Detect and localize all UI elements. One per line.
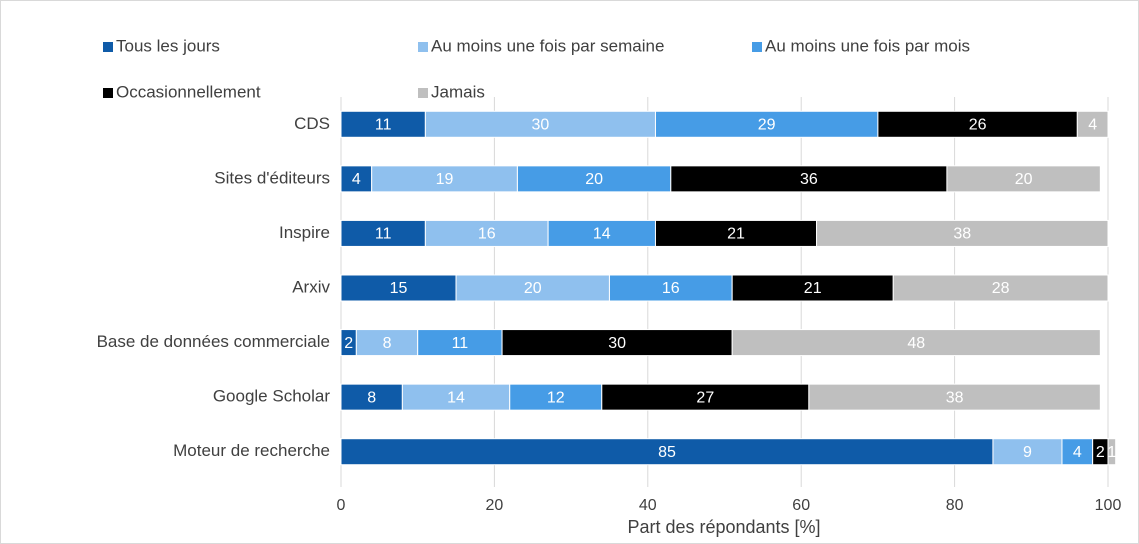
data-label: 15 [390, 280, 408, 297]
data-label: 21 [727, 226, 745, 243]
y-tick-label: Google Scholar [213, 387, 331, 406]
data-label: 27 [696, 389, 714, 406]
legend-label: Jamais [431, 82, 485, 101]
data-label: 26 [969, 117, 987, 134]
data-label: 20 [524, 280, 542, 297]
legend-swatch [418, 88, 428, 98]
x-axis-title: Part des répondants [%] [627, 517, 820, 537]
bar-segment [547, 219, 656, 247]
data-label: 2 [1096, 444, 1105, 461]
y-tick-label: Moteur de recherche [173, 441, 330, 460]
bar-segment [946, 165, 1101, 193]
bar-segment [654, 110, 879, 138]
bar-segment [417, 329, 503, 357]
bar-segment [1061, 438, 1094, 466]
legend-label: Au moins une fois par mois [765, 36, 970, 55]
data-label: 11 [375, 117, 392, 134]
data-label: 11 [375, 226, 392, 243]
legend-swatch [103, 42, 113, 52]
bar-segment [355, 329, 419, 357]
y-tick-label: Arxiv [292, 277, 330, 296]
bar-segment [516, 165, 672, 193]
data-label: 1 [1107, 444, 1116, 461]
legend-label: Au moins une fois par semaine [431, 36, 664, 55]
bar-segment [992, 438, 1063, 466]
data-label: 19 [436, 171, 454, 188]
data-label: 21 [804, 280, 822, 297]
legend-label: Tous les jours [116, 36, 220, 55]
y-tick-label: Inspire [279, 223, 330, 242]
data-label: 30 [608, 335, 626, 352]
bar-segment [731, 329, 1101, 357]
data-label: 48 [907, 335, 925, 352]
data-label: 4 [1073, 444, 1082, 461]
data-label: 8 [383, 335, 392, 352]
bar-segment [371, 165, 518, 193]
y-tick-label: CDS [294, 114, 330, 133]
data-label: 11 [452, 335, 469, 352]
data-label: 4 [1088, 117, 1097, 134]
bar-segment [501, 329, 733, 357]
bar-segment [424, 219, 549, 247]
legend-swatch [752, 42, 762, 52]
x-tick-label: 60 [792, 497, 810, 514]
legend-label: Occasionnellement [116, 82, 261, 101]
data-label: 38 [953, 226, 971, 243]
data-label: 29 [758, 117, 776, 134]
y-tick-label: Sites d'éditeurs [214, 168, 330, 187]
bar-segment [877, 110, 1078, 138]
x-tick-label: 80 [946, 497, 964, 514]
data-label: 20 [585, 171, 603, 188]
bar-segment [1107, 438, 1117, 466]
bar-segment [455, 274, 610, 302]
x-tick-label: 100 [1095, 497, 1122, 514]
bar-segment [401, 383, 511, 411]
data-label: 14 [447, 389, 465, 406]
legend-swatch [103, 88, 113, 98]
data-label: 30 [532, 117, 550, 134]
x-tick-label: 0 [337, 497, 346, 514]
bar-segment [340, 383, 403, 411]
bar-segment [808, 383, 1101, 411]
data-label: 2 [344, 335, 353, 352]
y-tick-label: Base de données commerciale [97, 332, 330, 351]
data-label: 14 [593, 226, 611, 243]
bar-segment [670, 165, 948, 193]
data-label: 4 [352, 171, 361, 188]
data-label: 28 [992, 280, 1010, 297]
legend-swatch [418, 42, 428, 52]
x-tick-label: 40 [639, 497, 657, 514]
data-label: 85 [658, 444, 676, 461]
bar-segment [509, 383, 603, 411]
data-label: 16 [662, 280, 680, 297]
x-tick-label: 20 [486, 497, 504, 514]
data-label: 20 [1015, 171, 1033, 188]
bar-segment [340, 219, 426, 247]
bar-segment [892, 274, 1109, 302]
data-label: 8 [367, 389, 376, 406]
bar-segment [1076, 110, 1109, 138]
bar-segment [340, 165, 373, 193]
data-label: 9 [1023, 444, 1032, 461]
bar-segment [340, 274, 457, 302]
data-label: 12 [547, 389, 565, 406]
data-label: 16 [478, 226, 496, 243]
bar-segment [816, 219, 1109, 247]
data-label: 38 [946, 389, 964, 406]
data-label: 36 [800, 171, 818, 188]
